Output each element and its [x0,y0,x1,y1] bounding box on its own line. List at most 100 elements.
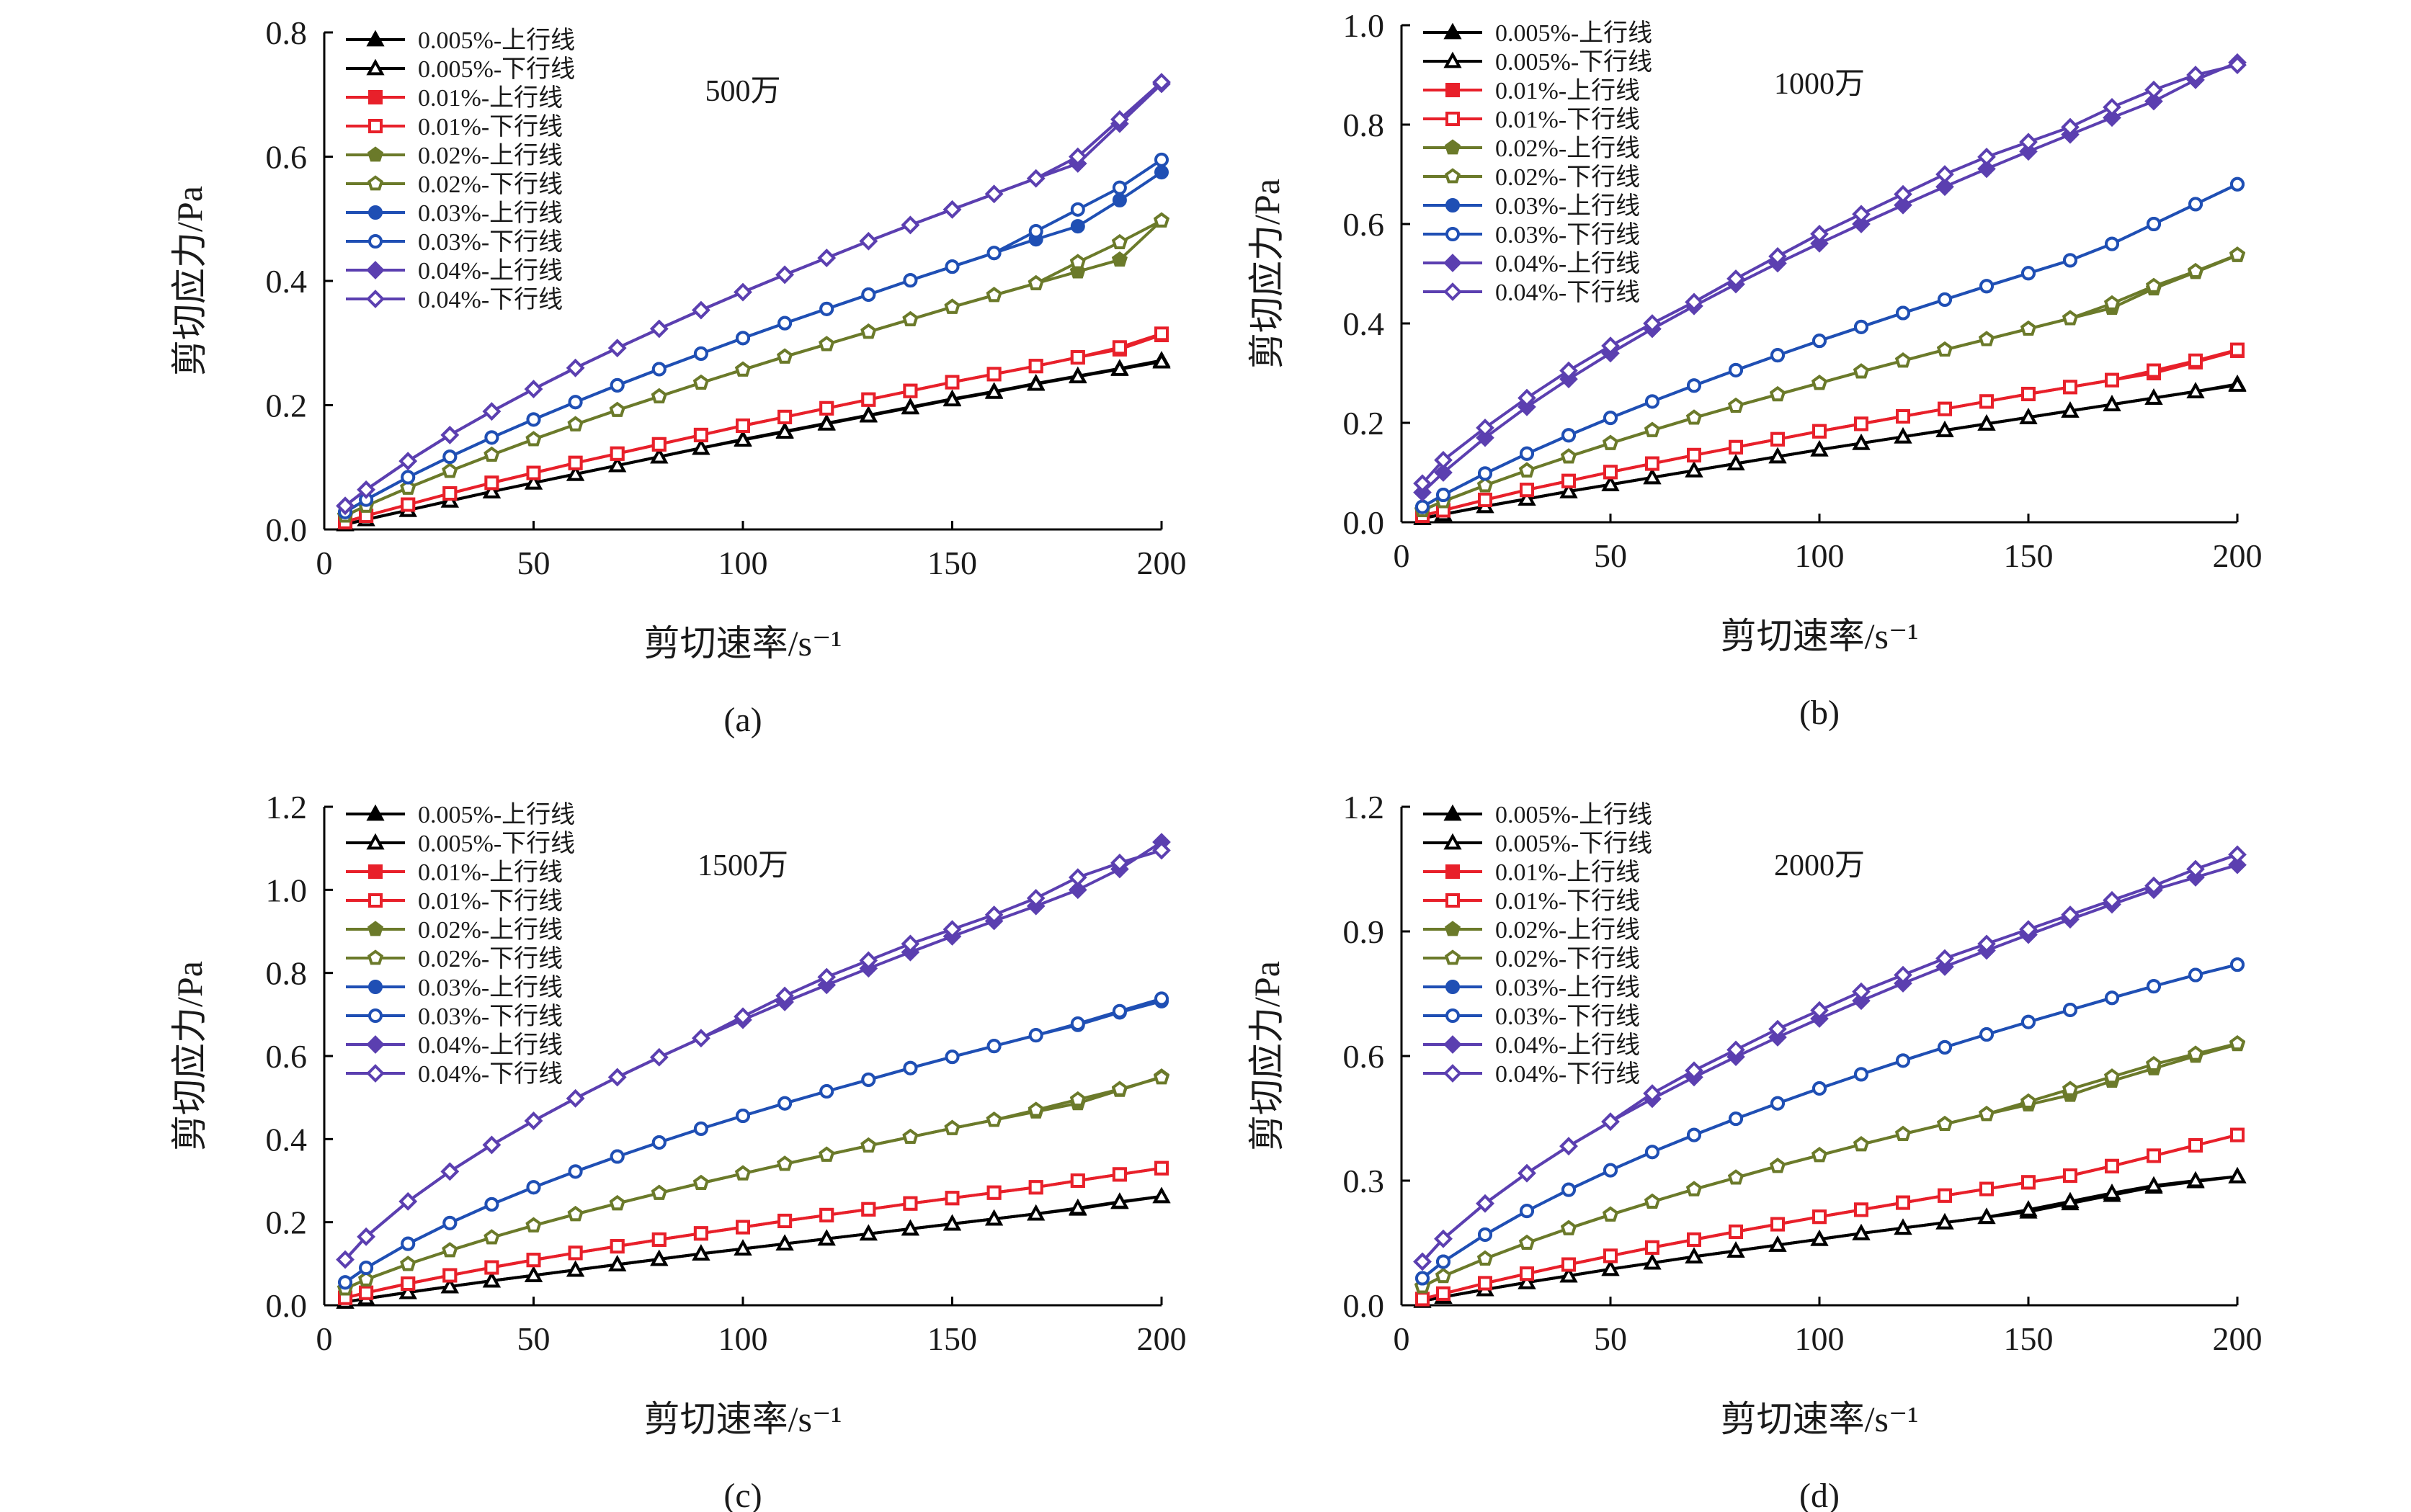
data-point [736,331,750,346]
legend-item: 0.02%-上行线 [1423,916,1640,944]
data-point [1152,1186,1171,1204]
legend: 0.005%-上行线0.005%-下行线0.01%-上行线0.01%-下行线0.… [346,27,575,313]
legend-marker [368,893,383,908]
data-point [401,1276,416,1292]
data-point [526,1253,541,1268]
data-point [1520,483,1534,498]
data-point [1768,247,1787,266]
data-point [1854,319,1868,334]
legend-marker [1443,51,1462,68]
legend-label: 0.01%-下行线 [1495,106,1640,133]
series-4 [1415,342,2245,524]
x-axis-title: 剪切速率/s⁻¹ [644,1399,842,1439]
legend-item: 0.005%-上行线 [346,801,575,828]
x-tick-label: 100 [1795,1320,1845,1357]
legend-label: 0.02%-上行线 [1495,135,1640,162]
legend-item: 0.04%-下行线 [1423,1060,1640,1088]
legend-label: 0.04%-上行线 [418,1032,563,1059]
data-point [734,430,752,447]
data-point [607,1068,627,1087]
data-point [1111,251,1128,267]
data-point [650,447,669,464]
data-point [1154,152,1169,167]
data-point [1769,1158,1786,1173]
data-point [1518,388,1536,408]
x-tick-label: 200 [2213,537,2263,574]
data-point [568,395,583,410]
data-point [1478,492,1492,507]
legend-item: 0.03%-下行线 [346,1003,563,1030]
data-point [1070,202,1085,217]
legend-item: 0.03%-上行线 [346,200,563,227]
data-point [1028,1180,1043,1195]
data-point [1644,421,1661,437]
data-point [1977,148,1996,166]
data-point [1560,1220,1577,1235]
legend-marker [368,980,383,994]
data-point [1070,350,1085,365]
data-point [442,486,458,501]
data-point [608,1255,627,1271]
data-point [651,437,667,452]
data-point [1810,1229,1829,1246]
data-point [1853,363,1870,379]
data-point [945,259,960,274]
legend-label: 0.02%-下行线 [1495,945,1640,972]
data-point [1154,991,1169,1006]
data-point [2144,80,2163,99]
data-point [736,418,750,433]
data-point [1896,409,1910,424]
data-point [359,1285,374,1300]
data-point [651,1135,667,1150]
legend-item: 0.02%-下行线 [1423,945,1640,972]
data-point [650,1249,669,1266]
data-point [1768,1019,1787,1039]
data-point [440,1162,460,1181]
legend-label: 0.02%-下行线 [418,171,563,198]
data-point [861,1072,876,1087]
y-tick-label: 0.6 [266,139,308,176]
data-point [734,361,752,377]
data-point [985,383,1004,399]
data-point [901,1219,919,1236]
data-point [1852,215,1871,233]
data-point [986,1039,1002,1054]
data-point [1154,1160,1169,1176]
data-point [1027,374,1046,391]
data-point [861,287,876,302]
data-point [526,412,541,427]
legend-item: 0.04%-下行线 [346,1060,563,1088]
data-point [1977,934,1996,954]
legend-marker [367,175,384,191]
y-tick-label: 0.8 [266,14,308,51]
data-point [2228,55,2247,75]
legend-marker [366,833,385,850]
data-point [1603,411,1618,426]
data-point [1476,1194,1494,1213]
data-point [2019,1200,2038,1217]
data-point [566,1260,585,1277]
data-point [1853,1136,1870,1152]
data-point [1070,1173,1085,1188]
data-point [1935,949,1954,968]
data-point [984,184,1004,204]
data-point [1685,409,1703,425]
x-tick-label: 0 [316,545,333,581]
legend-item: 0.005%-下行线 [1423,48,1652,76]
data-point [2063,253,2077,268]
data-point [986,367,1002,382]
data-point [2019,920,2038,939]
data-point [2145,277,2162,293]
data-point [484,1260,499,1275]
legend-marker [1445,893,1460,908]
data-point [1896,305,1910,321]
data-point [1852,205,1871,224]
legend-item: 0.01%-上行线 [346,84,563,112]
legend-item: 0.02%-上行线 [346,916,563,944]
data-point [1687,1232,1701,1247]
data-point [2186,859,2205,879]
data-point [566,464,585,481]
x-axis-title: 剪切速率/s⁻¹ [644,623,842,663]
data-point [1938,1188,1952,1203]
data-point [986,287,1002,303]
